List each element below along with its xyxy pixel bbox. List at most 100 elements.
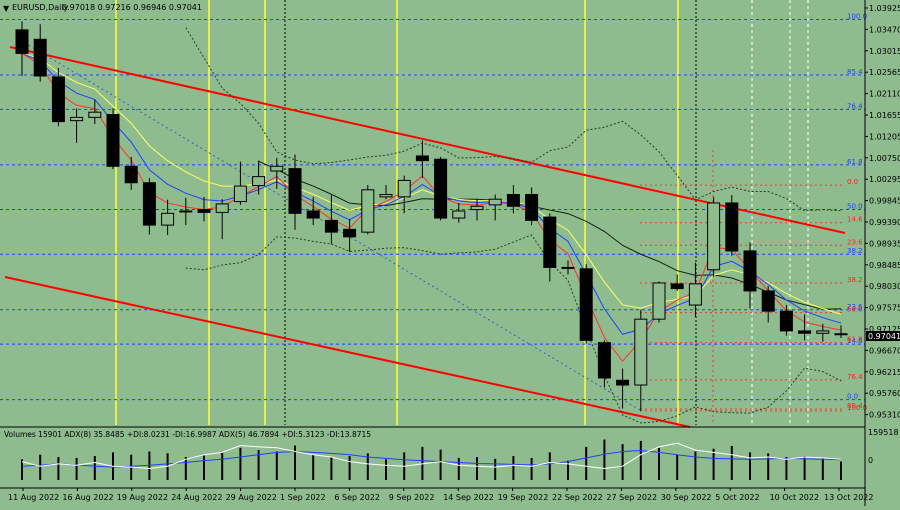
candle-bear (197, 209, 211, 213)
fib-red-label: 50.0 (847, 306, 863, 314)
price-tick-label: 1.01655 (869, 111, 900, 120)
fib-blue-label: 23.6 (847, 303, 863, 311)
candle-bull (452, 210, 466, 219)
current-price-label: 0.97041 (868, 332, 900, 341)
candle-bear (415, 155, 429, 162)
candle-bear (324, 219, 338, 233)
time-tick-label: 16 Aug 2022 (62, 493, 113, 502)
fib-red-label: 61.8 (847, 336, 863, 344)
arrow-icon: ▼ (3, 4, 10, 13)
candle-bull (70, 116, 84, 122)
candles (15, 21, 848, 411)
candle-bull (470, 205, 484, 211)
ema-yellow (21, 52, 842, 315)
candle-bear (779, 310, 793, 332)
fib-blue-label: 38.2 (847, 247, 863, 255)
price-tick-label: 0.96670 (869, 346, 900, 355)
price-tick-label: 0.98935 (869, 239, 900, 248)
candle-bear (725, 202, 739, 252)
time-tick-label: 1 Sep 2022 (280, 493, 326, 502)
candle-bear (142, 182, 156, 226)
price-tick-label: 0.99390 (869, 218, 900, 227)
fib-blue-label: 61.8 (847, 158, 863, 166)
price-tick-label: 0.97575 (869, 304, 900, 313)
volume-panel (21, 439, 842, 480)
candle-bear (288, 168, 302, 214)
volume-zero-label: 0 (868, 456, 873, 465)
candle-bull (361, 189, 375, 233)
channel-lower-line (4, 276, 691, 428)
candle-bear (579, 268, 593, 341)
time-tick-label: 9 Sep 2022 (389, 493, 435, 502)
candle-bear (616, 379, 630, 386)
time-tick-label: 5 Oct 2022 (715, 493, 759, 502)
price-tick-label: 0.95310 (869, 411, 900, 420)
candle-bull (634, 318, 648, 386)
time-tick-label: 13 Oct 2022 (824, 493, 873, 502)
fib-blue-label: 0.0 (847, 393, 858, 401)
candle-bull (707, 202, 721, 271)
price-tick-label: 1.03015 (869, 47, 900, 56)
fib-blue-label: 85.4 (847, 68, 863, 76)
fib-red-label: 76.4 (847, 373, 863, 381)
candle-bear (743, 250, 757, 292)
candle-bull (215, 203, 229, 213)
price-axis: 1.03925 1.03470 1.03015 1.02565 1.02110 1.016… (865, 4, 900, 420)
ema-red (21, 52, 842, 363)
candle-bear (306, 210, 320, 219)
candle-bear (124, 165, 138, 184)
ema-blue (21, 52, 842, 335)
price-tick-label: 1.03470 (869, 25, 900, 34)
candle-bear (597, 342, 611, 379)
price-tick-label: 1.01205 (869, 132, 900, 141)
price-tick-label: 0.99845 (869, 197, 900, 206)
chart-header: EURUSD,Daily (12, 3, 69, 12)
candle-bear (15, 29, 29, 54)
fib-red-label: 14.6 (847, 216, 863, 224)
fib-blue-label: 14.6 (847, 337, 863, 345)
candle-bull (688, 283, 702, 306)
volume-max-label: 159518 (868, 428, 899, 437)
fib-blue-label: 100.0 (847, 13, 867, 21)
price-tick-label: 1.00295 (869, 175, 900, 184)
candle-bull (252, 176, 266, 187)
candle-bear (51, 76, 65, 123)
candle-bull (488, 198, 502, 206)
fib-blue-label: 50.0 (847, 203, 863, 211)
bollinger-upper (185, 27, 842, 212)
candle-bull (161, 212, 175, 226)
candle-bull (652, 282, 666, 320)
fib-red-label: 100.0 (847, 404, 867, 412)
candle-bull (561, 266, 575, 269)
candle-bull (379, 194, 393, 198)
price-tick-label: 1.00750 (869, 154, 900, 163)
moving-averages (21, 27, 842, 424)
price-tick-label: 0.98485 (869, 261, 900, 270)
time-tick-label: 19 Sep 2022 (498, 493, 549, 502)
candle-bear (33, 38, 47, 77)
fib-red-label: 23.6 (847, 238, 863, 246)
candle-bear (343, 228, 357, 238)
time-tick-label: 6 Sep 2022 (334, 493, 380, 502)
price-tick-label: 0.97125 (869, 325, 900, 334)
time-tick-label: 24 Aug 2022 (171, 493, 222, 502)
fib-red-label: 0.0 (847, 178, 858, 186)
price-tick-label: 1.02110 (869, 90, 900, 99)
time-tick-label: 29 Aug 2022 (226, 493, 277, 502)
time-tick-label: 19 Aug 2022 (117, 493, 168, 502)
time-tick-label: 14 Sep 2022 (443, 493, 494, 502)
candle-bear (670, 283, 684, 290)
time-tick-label: 11 Aug 2022 (8, 493, 59, 502)
price-tick-label: 1.03925 (869, 4, 900, 13)
candle-bull (270, 165, 284, 172)
candle-bear (506, 194, 520, 207)
price-tick-label: 0.98030 (869, 282, 900, 291)
candle-bull (834, 333, 848, 336)
bollinger-lower (185, 234, 842, 424)
time-tick-label: 10 Oct 2022 (770, 493, 819, 502)
candle-bull (88, 111, 102, 118)
volume-panel-label: Volumes 15901 ADX(8) 35.8485 +DI:8.0231 … (4, 430, 371, 439)
candle-bear (761, 290, 775, 312)
time-tick-label: 30 Sep 2022 (661, 493, 712, 502)
